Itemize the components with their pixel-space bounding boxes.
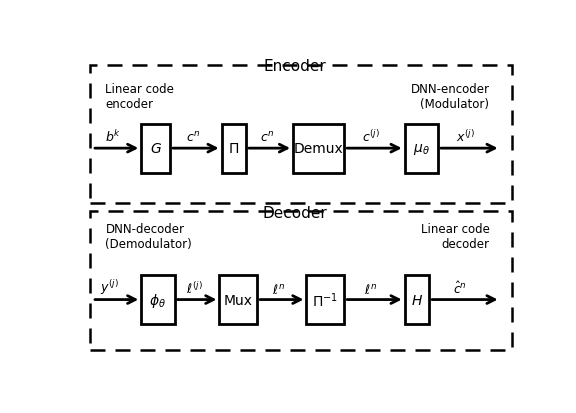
Text: Demux: Demux [294, 142, 343, 156]
Bar [141, 275, 175, 325]
Text: $x^{(j)}$: $x^{(j)}$ [456, 129, 475, 145]
Text: Linear code
decoder: Linear code decoder [420, 223, 490, 251]
Text: $\mu_\theta$: $\mu_\theta$ [413, 142, 430, 157]
Bar [404, 275, 429, 325]
Bar [306, 275, 344, 325]
Text: $\hat{c}^n$: $\hat{c}^n$ [453, 280, 467, 296]
Text: $\Pi^{-1}$: $\Pi^{-1}$ [312, 291, 338, 309]
Bar [222, 124, 246, 173]
Text: $c^n$: $c^n$ [260, 131, 274, 145]
Text: $y^{(j)}$: $y^{(j)}$ [100, 277, 119, 296]
Text: Decoder: Decoder [263, 205, 328, 221]
Text: $\ell^n$: $\ell^n$ [364, 282, 377, 296]
Text: DNN-decoder
(Demodulator): DNN-decoder (Demodulator) [105, 223, 192, 251]
Text: Linear code
encoder: Linear code encoder [105, 83, 175, 111]
Text: $\ell^{(j)}$: $\ell^{(j)}$ [186, 280, 203, 296]
Text: $b^k$: $b^k$ [105, 129, 122, 145]
Text: Encoder: Encoder [264, 59, 327, 74]
Text: $\Pi$: $\Pi$ [228, 142, 240, 156]
Bar [219, 275, 257, 325]
Bar [90, 65, 511, 204]
Text: $c^n$: $c^n$ [186, 131, 200, 145]
Bar [141, 124, 170, 173]
Bar [404, 124, 438, 173]
Bar [90, 212, 511, 350]
Text: $\ell^n$: $\ell^n$ [272, 282, 285, 296]
Text: DNN-encoder
(Modulator): DNN-encoder (Modulator) [410, 83, 490, 111]
Text: $G$: $G$ [150, 142, 162, 156]
Bar [293, 124, 344, 173]
Text: $H$: $H$ [411, 293, 423, 307]
Text: $c^{(j)}$: $c^{(j)}$ [362, 129, 380, 145]
Text: $\phi_\theta$: $\phi_\theta$ [149, 291, 166, 309]
Text: Mux: Mux [224, 293, 253, 307]
